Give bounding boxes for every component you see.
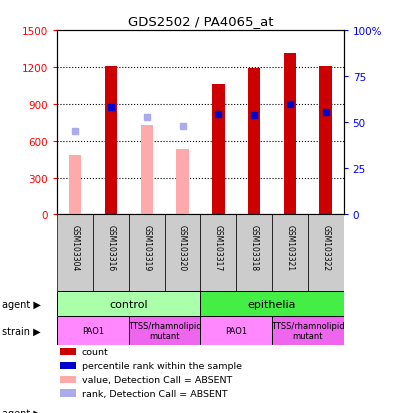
- Bar: [212, 85, 225, 215]
- Bar: [60, 376, 76, 383]
- Bar: [284, 54, 296, 215]
- Bar: [320, 66, 332, 215]
- Text: strain ▶: strain ▶: [2, 326, 41, 336]
- Bar: [129, 316, 201, 345]
- Bar: [60, 348, 76, 356]
- Text: count: count: [82, 348, 108, 356]
- Point: [251, 112, 257, 119]
- Text: percentile rank within the sample: percentile rank within the sample: [82, 361, 242, 370]
- Text: PAO1: PAO1: [225, 326, 247, 335]
- Text: GSM103319: GSM103319: [142, 224, 151, 270]
- Text: GSM103304: GSM103304: [71, 224, 80, 271]
- Text: GSM103320: GSM103320: [178, 224, 187, 270]
- Bar: [201, 292, 344, 316]
- Bar: [105, 66, 117, 215]
- Text: epithelia: epithelia: [248, 299, 296, 309]
- Text: GSM103322: GSM103322: [321, 224, 330, 270]
- Bar: [57, 292, 201, 316]
- Text: agent ▶: agent ▶: [2, 299, 41, 309]
- Bar: [272, 316, 344, 345]
- Point: [144, 115, 150, 121]
- Text: GSM103316: GSM103316: [107, 224, 115, 270]
- Text: TTSS/rhamnolipid
mutant: TTSS/rhamnolipid mutant: [271, 321, 345, 340]
- Bar: [176, 150, 189, 215]
- Text: GSM103317: GSM103317: [214, 224, 223, 270]
- Bar: [57, 316, 129, 345]
- Text: TTSS/rhamnolipid
mutant: TTSS/rhamnolipid mutant: [128, 321, 201, 340]
- Bar: [141, 126, 153, 215]
- Point: [72, 128, 78, 135]
- Text: agent ▶: agent ▶: [2, 408, 41, 413]
- Point: [108, 105, 114, 112]
- Bar: [60, 389, 76, 397]
- Text: value, Detection Call = ABSENT: value, Detection Call = ABSENT: [82, 375, 232, 384]
- Text: rank, Detection Call = ABSENT: rank, Detection Call = ABSENT: [82, 389, 227, 398]
- Bar: [236, 215, 272, 292]
- Point: [287, 101, 293, 108]
- Bar: [69, 156, 81, 215]
- Title: GDS2502 / PA4065_at: GDS2502 / PA4065_at: [128, 15, 273, 28]
- Bar: [60, 362, 76, 369]
- Bar: [201, 316, 272, 345]
- Point: [323, 110, 329, 116]
- Text: control: control: [109, 299, 148, 309]
- Bar: [57, 215, 93, 292]
- Bar: [248, 69, 260, 215]
- Bar: [129, 215, 165, 292]
- Bar: [201, 215, 236, 292]
- Point: [179, 123, 186, 130]
- Bar: [93, 215, 129, 292]
- Text: PAO1: PAO1: [82, 326, 104, 335]
- Text: GSM103318: GSM103318: [250, 224, 259, 270]
- Bar: [308, 215, 344, 292]
- Text: GSM103321: GSM103321: [286, 224, 294, 270]
- Bar: [165, 215, 201, 292]
- Point: [215, 111, 222, 118]
- Bar: [272, 215, 308, 292]
